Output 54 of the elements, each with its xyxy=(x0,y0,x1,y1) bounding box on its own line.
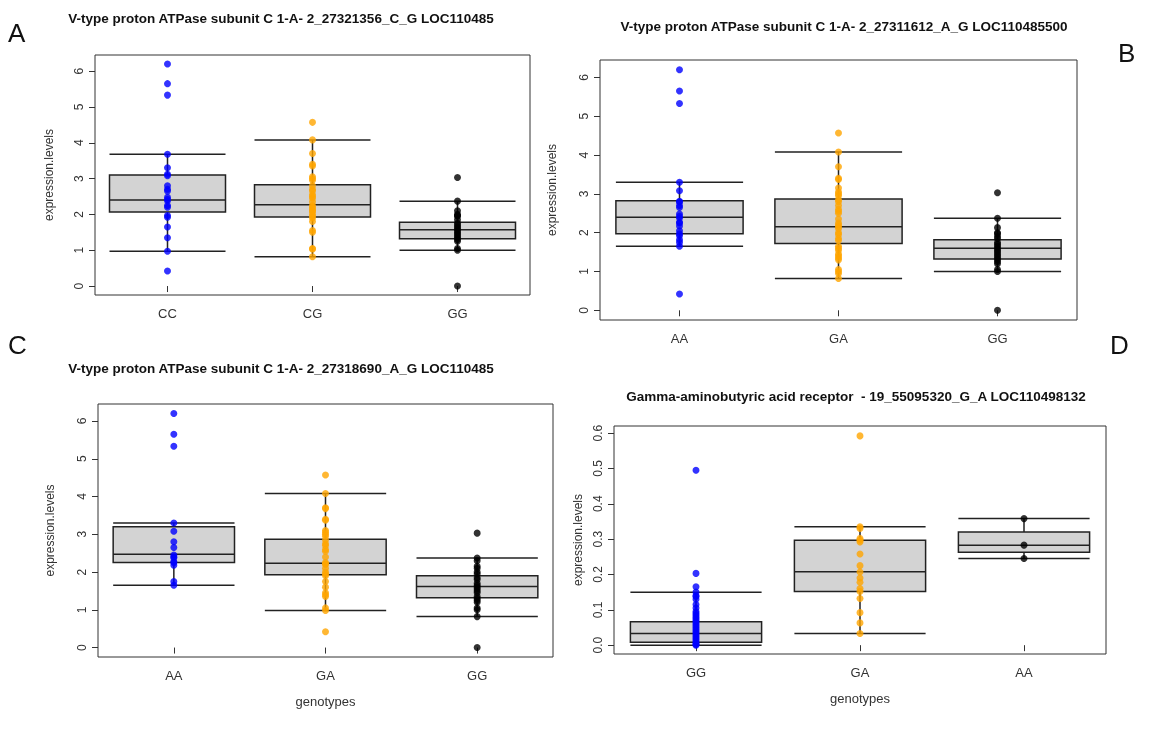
y-axis-title: expression.levels xyxy=(545,143,559,237)
chart-title: Gamma-aminobutyric acid receptor - 19_55095320_G_A LOC110498132 xyxy=(626,388,1086,404)
y-tick-label: 4 xyxy=(75,492,89,500)
y-tick-label: 6 xyxy=(75,417,89,425)
text: A xyxy=(8,18,26,49)
y-tick-label: 2 xyxy=(75,568,89,576)
text: B xyxy=(1118,38,1136,69)
text: D xyxy=(1110,330,1129,361)
y-tick-label: 1 xyxy=(577,267,591,275)
y-tick-label: 0 xyxy=(75,643,89,651)
y-tick-label: 0.1 xyxy=(591,601,605,619)
y-tick-label: 0 xyxy=(577,306,591,314)
x-tick-label: CG xyxy=(302,306,323,321)
x-tick-label: GG xyxy=(987,331,1008,346)
x-tick-label: GG xyxy=(447,306,468,321)
x-axis-title: genotypes xyxy=(830,691,891,706)
x-tick-label: GG xyxy=(467,668,488,683)
x-tick-label: AA xyxy=(165,668,183,683)
y-tick-label: 5 xyxy=(72,103,86,111)
x-tick-label: GG xyxy=(685,665,707,680)
y-tick-label: 3 xyxy=(72,174,86,182)
y-tick-label: 0.4 xyxy=(591,495,605,513)
text: C xyxy=(8,330,27,361)
y-tick-label: 3 xyxy=(75,530,89,538)
y-tick-label: 1 xyxy=(72,246,86,254)
y-tick-label: 2 xyxy=(72,210,86,218)
x-axis-title: genotypes xyxy=(295,694,356,709)
chart-title: V-type proton ATPase subunit C 1-A- 2_27311612_A_G LOC110485500 xyxy=(620,18,1068,34)
y-tick-label: 3 xyxy=(577,190,591,198)
x-tick-label: GA xyxy=(850,665,870,680)
chart-title: V-type proton ATPase subunit C 1-A- 2_27321356_C_G LOC110485 xyxy=(68,10,495,26)
y-tick-label: 6 xyxy=(72,67,86,75)
y-tick-label: 2 xyxy=(577,229,591,237)
y-tick-label: 0.3 xyxy=(591,530,605,548)
y-tick-label: 0.0 xyxy=(591,636,605,654)
y-tick-label: 1 xyxy=(75,606,89,614)
y-tick-label: 0.5 xyxy=(591,459,605,477)
y-axis-title: expression.levels xyxy=(571,493,585,587)
y-axis-title: expression.levels xyxy=(43,484,57,577)
x-tick-label: CC xyxy=(158,306,177,321)
y-tick-label: 6 xyxy=(577,73,591,81)
x-tick-label: AA xyxy=(1015,665,1033,680)
x-tick-label: GA xyxy=(829,331,849,346)
y-tick-label: 4 xyxy=(72,139,86,147)
y-axis-title: expression.levels xyxy=(42,128,56,222)
y-tick-label: 0.6 xyxy=(591,424,605,442)
y-tick-label: 0 xyxy=(72,282,86,290)
y-tick-label: 5 xyxy=(577,112,591,120)
chart-title: V-type proton ATPase subunit C 1-A- 2_27318690_A_G LOC110485 xyxy=(68,360,495,376)
y-tick-label: 0.2 xyxy=(591,565,605,583)
x-tick-label: AA xyxy=(670,331,689,346)
x-tick-label: GA xyxy=(316,668,336,683)
y-tick-label: 5 xyxy=(75,455,89,463)
y-tick-label: 4 xyxy=(577,151,591,159)
